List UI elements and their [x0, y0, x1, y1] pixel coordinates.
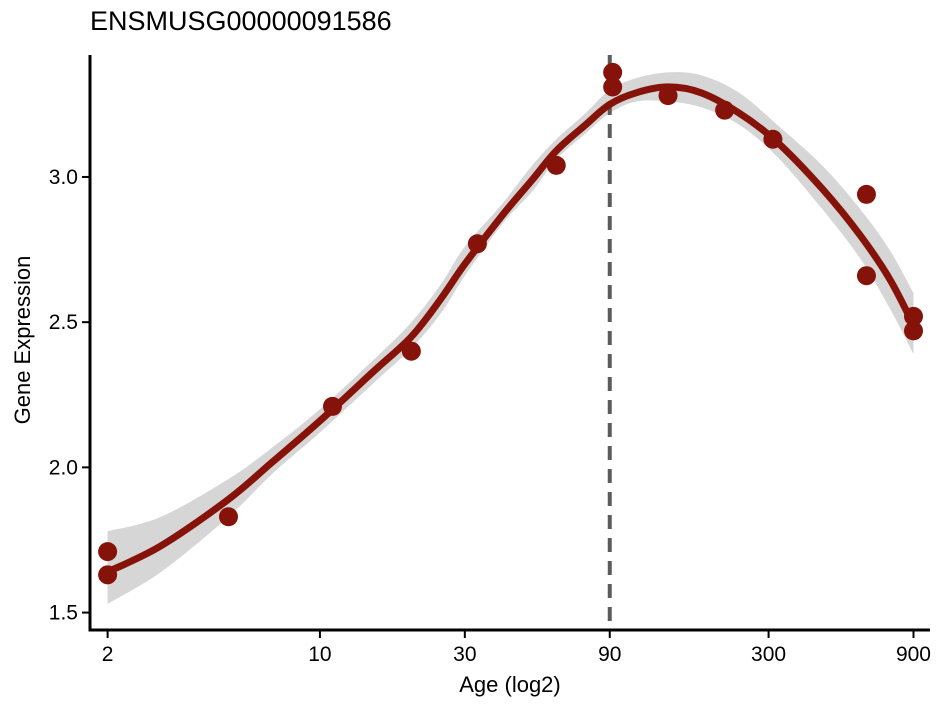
x-tick-label: 2	[102, 643, 114, 666]
data-point-8	[603, 62, 623, 82]
data-point-11	[715, 100, 735, 120]
y-tick-label: 2.0	[49, 456, 78, 479]
ticks-layer: 2 10 30 90 300 900 1.5 2.0 2.5 3.0	[49, 166, 931, 666]
data-point-7	[546, 155, 566, 175]
data-point-9	[603, 77, 623, 97]
x-tick-label: 90	[598, 643, 621, 666]
data-point-6	[467, 234, 487, 254]
data-point-15	[903, 306, 923, 326]
data-point-12	[763, 129, 783, 149]
y-tick-label: 1.5	[49, 602, 78, 625]
x-axis-title: Age (log2)	[459, 672, 561, 697]
confidence-ribbon-layer	[107, 72, 914, 604]
axes-layer	[88, 55, 930, 632]
data-point-10	[658, 86, 678, 106]
data-point-16	[903, 321, 923, 341]
data-point-3	[218, 507, 238, 527]
y-tick-label: 3.0	[49, 166, 78, 189]
x-tick-label: 300	[751, 643, 786, 666]
data-point-14	[856, 266, 876, 286]
x-tick-label: 10	[308, 643, 331, 666]
data-point-1	[98, 542, 118, 562]
data-point-4	[322, 396, 342, 416]
confidence-ribbon	[107, 72, 914, 604]
x-tick-label: 900	[896, 643, 931, 666]
points-layer	[98, 62, 923, 585]
y-axis-title: Gene Expression	[10, 256, 35, 425]
fit-line	[104, 83, 917, 576]
chart-title: ENSMUSG00000091586	[90, 6, 392, 36]
data-point-2	[98, 565, 118, 585]
y-tick-label: 2.5	[49, 311, 78, 334]
data-point-13	[856, 184, 876, 204]
fit-line-layer	[104, 83, 917, 576]
x-tick-label: 30	[453, 643, 476, 666]
data-point-5	[401, 341, 421, 361]
